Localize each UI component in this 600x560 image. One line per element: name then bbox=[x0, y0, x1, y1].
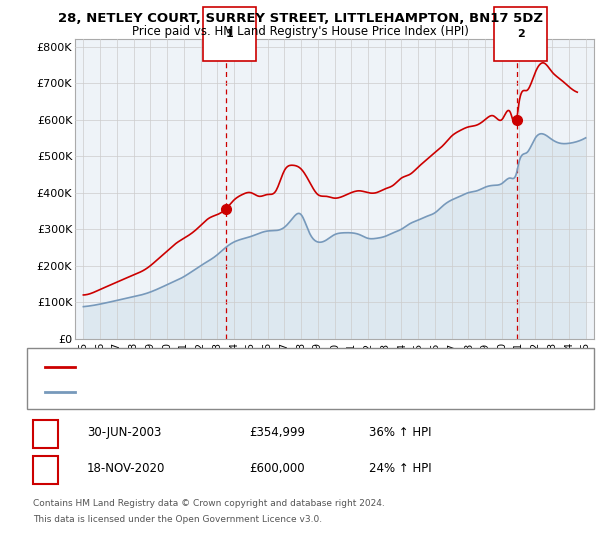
Text: 18-NOV-2020: 18-NOV-2020 bbox=[87, 462, 166, 475]
Text: 36% ↑ HPI: 36% ↑ HPI bbox=[369, 426, 431, 439]
Text: This data is licensed under the Open Government Licence v3.0.: This data is licensed under the Open Gov… bbox=[33, 515, 322, 524]
Text: 30-JUN-2003: 30-JUN-2003 bbox=[87, 426, 161, 439]
Text: 2: 2 bbox=[41, 462, 50, 475]
Text: 1: 1 bbox=[226, 29, 233, 39]
Text: Price paid vs. HM Land Registry's House Price Index (HPI): Price paid vs. HM Land Registry's House … bbox=[131, 25, 469, 38]
Text: HPI: Average price, detached house, Arun: HPI: Average price, detached house, Arun bbox=[81, 387, 299, 397]
Text: Contains HM Land Registry data © Crown copyright and database right 2024.: Contains HM Land Registry data © Crown c… bbox=[33, 500, 385, 508]
Text: 24% ↑ HPI: 24% ↑ HPI bbox=[369, 462, 431, 475]
Text: £600,000: £600,000 bbox=[249, 462, 305, 475]
Text: 1: 1 bbox=[41, 426, 50, 439]
Text: £354,999: £354,999 bbox=[249, 426, 305, 439]
Text: 28, NETLEY COURT, SURREY STREET, LITTLEHAMPTON, BN17 5DZ: 28, NETLEY COURT, SURREY STREET, LITTLEH… bbox=[58, 12, 542, 25]
Text: 2: 2 bbox=[517, 29, 524, 39]
Text: 28, NETLEY COURT, SURREY STREET, LITTLEHAMPTON, BN17 5DZ (detached house): 28, NETLEY COURT, SURREY STREET, LITTLEH… bbox=[81, 362, 516, 372]
